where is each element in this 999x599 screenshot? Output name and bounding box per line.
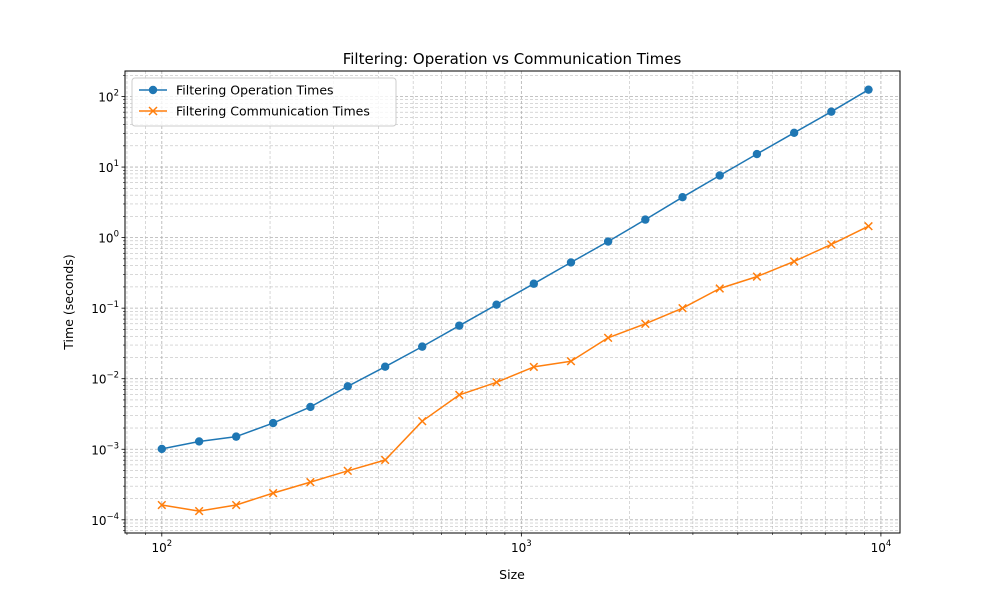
data-point — [231, 432, 241, 441]
data-point — [343, 382, 352, 391]
data-point — [492, 300, 501, 309]
data-point — [678, 192, 687, 202]
x-tick-label: 104 — [871, 539, 892, 555]
data-point — [566, 356, 576, 366]
data-point — [454, 390, 464, 400]
data-point — [826, 240, 836, 249]
data-point — [194, 437, 204, 446]
data-point — [418, 342, 427, 351]
data-point — [827, 107, 836, 116]
series-line-0 — [161, 89, 869, 450]
data-point — [231, 500, 241, 510]
y-axis-label: Time (seconds) — [61, 254, 76, 350]
x-tick-label: 103 — [511, 539, 532, 555]
legend-label-operation: Filtering Operation Times — [176, 83, 334, 98]
data-point — [380, 362, 390, 371]
data-point — [752, 149, 762, 159]
data-point — [529, 362, 539, 372]
x-tick-label: 102 — [151, 539, 172, 555]
y-tick-label: 10−1 — [91, 300, 119, 316]
tick-labels: 102 103 104 10−4 10−3 10−2 10−1 100 101 102 — [91, 89, 891, 555]
legend-marker-operation — [148, 85, 158, 95]
series-layer — [157, 85, 873, 516]
data-point — [455, 321, 464, 330]
ticks — [121, 74, 882, 537]
legend: Filtering Operation Times Filtering Comm… — [131, 77, 397, 127]
data-point — [603, 333, 613, 343]
y-tick-label: 10−2 — [91, 371, 119, 387]
y-tick-label: 101 — [98, 159, 119, 175]
data-point — [157, 444, 167, 454]
data-point — [306, 402, 315, 412]
x-axis-label: Size — [499, 567, 525, 582]
data-point — [603, 237, 613, 246]
data-point — [566, 258, 576, 267]
data-point — [268, 418, 278, 428]
data-point — [864, 221, 873, 231]
data-point — [343, 466, 353, 476]
data-point — [194, 506, 204, 516]
plot-frame — [124, 70, 901, 534]
y-tick-label: 10−3 — [91, 441, 119, 457]
legend-box — [131, 77, 397, 127]
y-tick-label: 10−4 — [91, 512, 119, 528]
data-point — [678, 303, 687, 313]
data-point — [715, 284, 725, 293]
data-point — [529, 279, 539, 288]
data-point — [641, 319, 650, 329]
grid-major — [125, 71, 900, 533]
data-point — [306, 477, 315, 487]
data-point — [417, 416, 427, 426]
legend-label-communication: Filtering Communication Times — [176, 104, 370, 119]
data-point — [157, 500, 167, 510]
legend-marker-communication — [148, 106, 158, 116]
data-point — [715, 171, 724, 180]
y-tick-label: 100 — [98, 230, 119, 246]
data-point — [380, 455, 390, 465]
data-point — [752, 272, 762, 281]
data-point — [789, 257, 799, 266]
grid-minor — [125, 71, 900, 533]
data-point — [268, 488, 278, 498]
series-line-1 — [161, 225, 869, 512]
data-point — [789, 128, 799, 137]
data-point — [641, 215, 650, 224]
data-point — [492, 377, 501, 387]
y-tick-label: 102 — [98, 89, 119, 105]
chart-title: Filtering: Operation vs Communication Ti… — [343, 50, 682, 68]
data-point — [864, 85, 873, 94]
